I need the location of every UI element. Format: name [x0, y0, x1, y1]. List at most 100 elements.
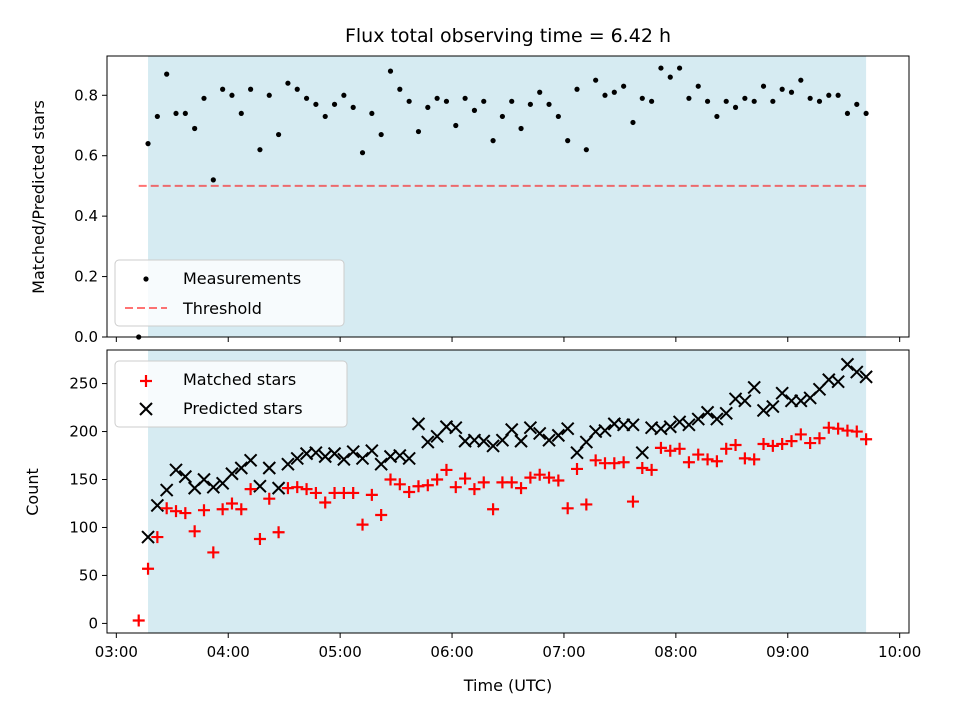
matched-star-point — [571, 462, 584, 475]
predicted-star-point — [542, 433, 556, 447]
matched-star-point — [468, 483, 481, 496]
matched-star-point — [589, 454, 602, 467]
predicted-star-point — [243, 453, 258, 468]
matched-star-point — [645, 463, 658, 476]
matched-star-point — [253, 532, 266, 545]
measurement-point — [462, 95, 468, 101]
predicted-star-point — [663, 420, 677, 434]
matched-star-point — [309, 486, 322, 499]
matched-star-point — [785, 435, 798, 448]
matched-star-point — [515, 482, 528, 495]
predicted-star-point — [318, 449, 332, 464]
predicted-star-point — [281, 457, 295, 471]
measurement-point — [173, 110, 179, 117]
predicted-star-point — [635, 445, 649, 460]
measurement-point — [443, 98, 450, 104]
matched-star-point — [692, 448, 705, 461]
predicted-star-point — [449, 420, 463, 435]
predicted-star-point — [551, 428, 566, 443]
measurement-point — [210, 177, 216, 183]
matched-star-point — [384, 473, 397, 486]
x-tick-label: 09:00 — [766, 643, 809, 661]
measurement-point — [341, 92, 347, 98]
y-tick-label: 150 — [69, 471, 98, 489]
matched-star-point — [449, 481, 462, 494]
predicted-star-point — [159, 483, 174, 497]
matched-star-point — [626, 495, 639, 508]
predicted-star-point — [178, 469, 193, 484]
measurement-point — [667, 74, 673, 80]
measurement-point — [658, 65, 664, 71]
predicted-star-point — [206, 480, 221, 494]
measurement-point — [350, 104, 356, 110]
measurement-point — [593, 77, 599, 83]
predicted-star-point — [150, 498, 165, 513]
measurement-point — [285, 80, 291, 86]
matched-star-point — [365, 488, 378, 501]
predicted-star-point — [672, 415, 687, 429]
x-tick-label: 04:00 — [207, 643, 250, 661]
predicted-star-point — [691, 412, 705, 426]
measurement-point — [201, 95, 207, 101]
measurement-point — [220, 86, 226, 92]
legend-label-matched: Matched stars — [183, 370, 296, 389]
predicted-star-point — [523, 420, 538, 435]
matched-star-point — [431, 473, 444, 486]
matched-star-point — [533, 468, 546, 481]
matched-star-point — [673, 442, 686, 455]
matched-star-point — [505, 476, 518, 489]
matched-star-point — [393, 478, 406, 491]
measurement-point — [266, 92, 272, 98]
chart-title: Flux total observing time = 6.42 h — [345, 25, 671, 47]
predicted-star-point — [514, 434, 528, 448]
predicted-star-point — [626, 418, 640, 432]
bottom-axes-frame — [106, 349, 910, 634]
x-tick-label: 08:00 — [654, 643, 697, 661]
measurement-points — [136, 65, 869, 340]
predicted-star-point — [682, 418, 696, 432]
matched-star-point — [552, 474, 565, 487]
matched-star-point — [300, 483, 313, 496]
measurement-point — [397, 86, 403, 92]
predicted-star-point — [271, 481, 286, 495]
predicted-star-point — [505, 422, 519, 437]
matched-star-point — [151, 531, 164, 544]
top-x-ticks — [115, 337, 901, 342]
legend-label-measurements: Measurements — [183, 269, 301, 288]
matched-star-point — [860, 433, 873, 446]
matched-star-point — [225, 497, 238, 510]
measurement-point — [770, 98, 776, 104]
matched-star-point — [188, 525, 201, 538]
predicted-star-point — [365, 444, 379, 458]
measurement-point — [611, 89, 617, 95]
measurement-point — [490, 138, 496, 144]
matched-star-point — [421, 479, 434, 492]
matched-star-point — [440, 463, 453, 476]
top-axes-frame — [106, 55, 910, 338]
predicted-star-point — [532, 426, 547, 441]
matched-star-point — [179, 507, 192, 520]
matched-star-point — [142, 562, 155, 575]
predicted-star-point — [393, 448, 407, 463]
matched-star-point — [617, 456, 630, 469]
measurement-point — [714, 113, 720, 120]
predicted-star-point — [309, 445, 323, 460]
top-panel: 0.00.20.40.60.8 Matched/Predicted stars … — [29, 55, 910, 346]
measurement-point — [574, 86, 580, 92]
x-axis-label: Time (UTC) — [463, 676, 552, 695]
measurement-point — [555, 113, 561, 120]
measurement-point — [257, 147, 263, 153]
matched-star-point — [487, 503, 500, 516]
bottom-y-ticks: 0 50 100 150 200 250 — [69, 375, 107, 632]
measurement-point — [415, 128, 422, 135]
legend-marker-predicted — [139, 402, 153, 416]
predicted-star-point — [169, 463, 183, 477]
y-tick-label: 0.0 — [74, 328, 98, 346]
measurement-point — [798, 77, 804, 83]
matched-star-point — [710, 455, 723, 468]
matched-star-point — [235, 503, 248, 516]
predicted-star-point — [421, 435, 435, 449]
predicted-star-point — [477, 434, 491, 448]
predicted-star-point — [225, 467, 239, 481]
